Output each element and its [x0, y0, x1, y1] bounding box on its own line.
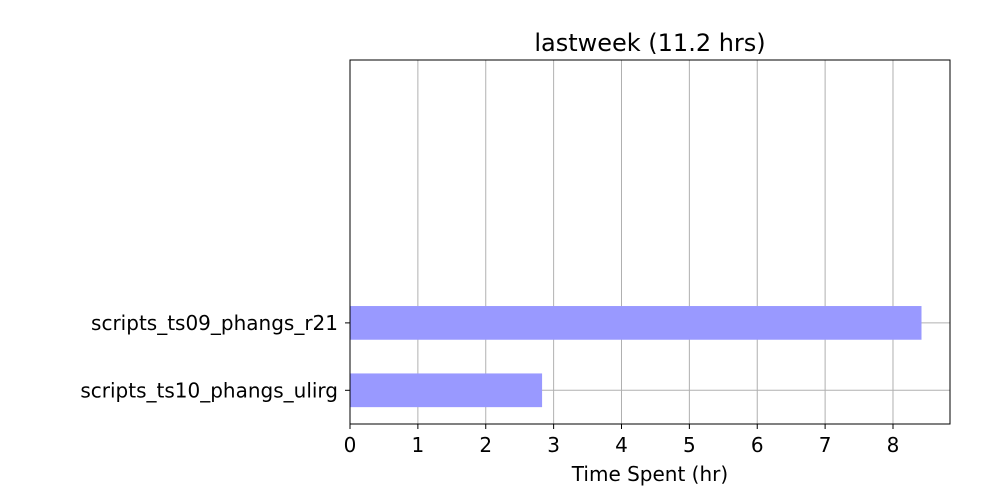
grid: [350, 60, 950, 424]
x-tick-label: 2: [479, 433, 492, 457]
x-tick-label: 8: [887, 433, 900, 457]
x-tick-label: 1: [412, 433, 425, 457]
x-axis-title: Time Spent (hr): [571, 462, 728, 486]
x-tick-label: 7: [819, 433, 832, 457]
bar-scripts_ts10_phangs_ulirg: [350, 373, 543, 408]
y-axis-ticks: scripts_ts09_phangs_r21 scripts_ts10_phan…: [80, 311, 350, 402]
x-tick-label: 4: [615, 433, 628, 457]
bars: [350, 306, 922, 408]
y-tick-label: scripts_ts10_phangs_ulirg: [80, 378, 338, 402]
chart-title: lastweek (11.2 hrs): [534, 29, 765, 57]
y-tick-label: scripts_ts09_phangs_r21: [91, 311, 338, 335]
x-tick-label: 6: [751, 433, 764, 457]
bar-scripts_ts09_phangs_r21: [350, 306, 922, 340]
x-tick-label: 0: [344, 433, 357, 457]
x-axis-ticks: 0 1 2 3 4 5 6 7 8: [344, 424, 900, 457]
x-tick-label: 5: [683, 433, 696, 457]
plot-frame: [349, 59, 951, 425]
x-tick-label: 3: [547, 433, 560, 457]
